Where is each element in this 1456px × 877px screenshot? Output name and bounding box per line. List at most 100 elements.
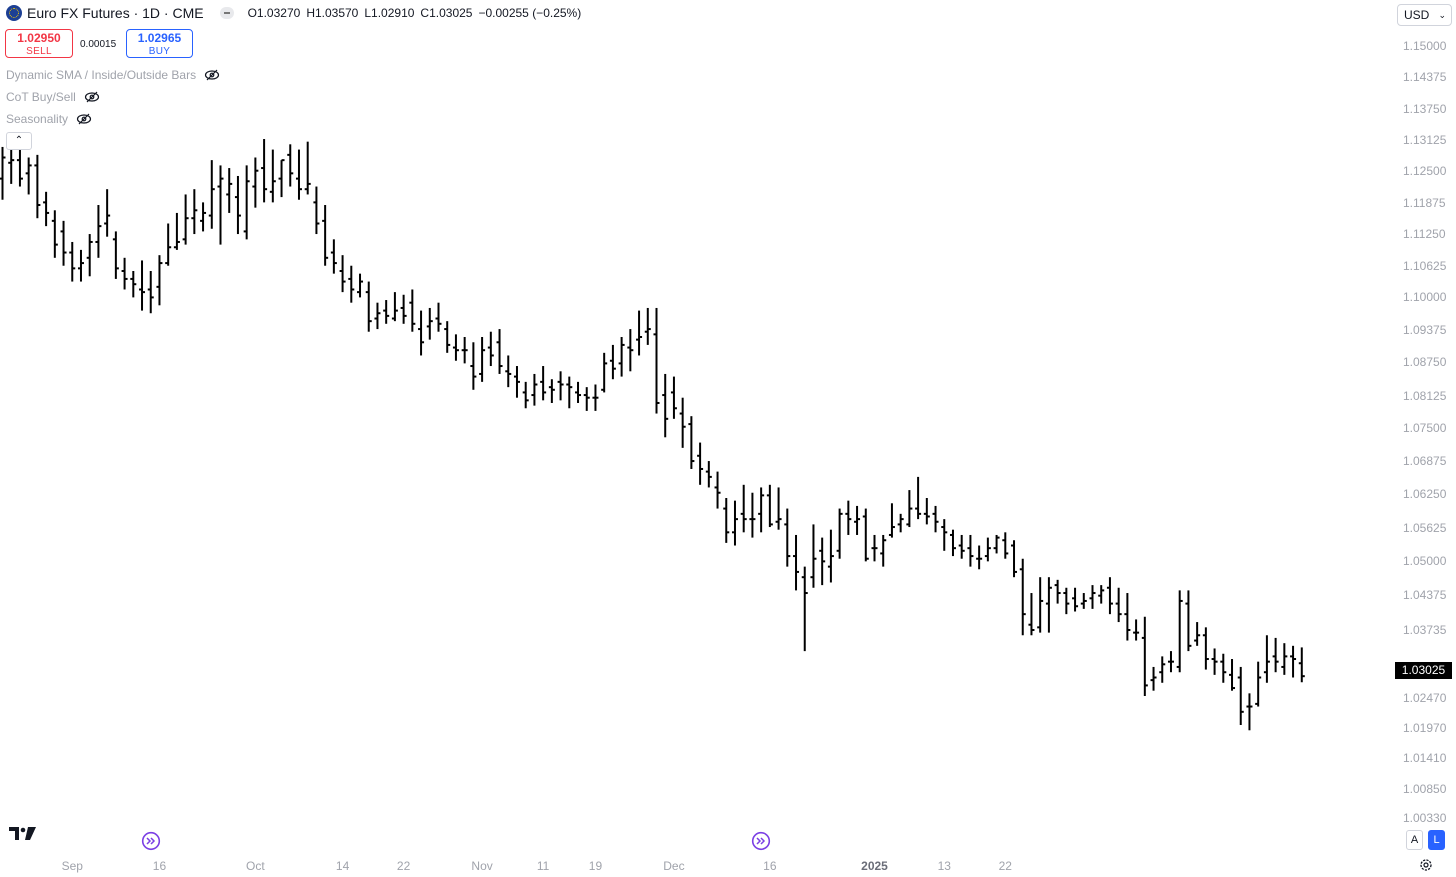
ohlc-bar [1037,577,1044,633]
indicator-legend-seasonality[interactable]: Seasonality [6,112,92,126]
ohlc-bar [16,144,23,187]
ohlc-bar [1229,659,1236,691]
auto-scale-button[interactable]: A [1406,830,1423,850]
ohlc-bar [0,146,6,200]
indicator-legend-sma[interactable]: Dynamic SMA / Inside/Outside Bars [6,68,220,82]
minimize-icon[interactable] [219,7,234,19]
ohlc-bar [165,223,172,266]
ohlc-bar [1298,647,1305,683]
ohlc-bar [418,310,425,356]
ohlc-bar [95,205,102,258]
ohlc-bar [374,302,381,330]
time-tick-label: Oct [246,859,265,873]
ohlc-bar [104,189,111,237]
ohlc-bar [130,271,137,298]
price-tick-label: 1.01970 [1403,721,1447,735]
ohlc-readout: O1.03270 H1.03570 L1.02910 C1.03025 −0.00255… [248,6,588,20]
ohlc-bar [1220,653,1227,683]
ohlc-bar [426,307,433,340]
price-tick-label: 1.06875 [1403,454,1447,468]
ohlc-bar [77,249,84,282]
ohlc-bar [435,302,442,332]
ohlc-bar [688,416,695,469]
ohlc-bar [592,384,599,411]
ohlc-bar [313,186,320,235]
eye-off-icon[interactable] [204,69,220,81]
symbol-title[interactable]: Euro FX Futures · 1D · CME [27,5,204,21]
indicator-legend-cot[interactable]: CoT Buy/Sell [6,90,100,104]
ohlc-bar [915,476,922,520]
ohlc-bar [1133,619,1140,641]
ohlc-bar [888,503,895,538]
ohlc-bar [731,500,738,546]
ohlc-bar [679,397,686,448]
price-tick-label: 1.11250 [1403,227,1446,241]
price-tick-label: 1.13750 [1403,102,1447,116]
ohlc-bar [182,194,189,245]
ohlc-bar [749,492,756,538]
indicator-label: Dynamic SMA / Inside/Outside Bars [6,68,197,82]
ohlc-bar [766,484,773,528]
ohlc-bar [243,165,250,240]
time-tick-label: 11 [536,859,550,873]
ohlc-bar [461,336,468,364]
price-tick-label: 1.00850 [1403,782,1447,796]
time-tick-label: 19 [588,859,603,873]
ohlc-bar [1281,643,1288,675]
eye-off-icon[interactable] [76,113,92,125]
ohlc-bar [226,168,233,213]
ohlc-bar [295,149,302,200]
ohlc-bar [1080,593,1087,609]
ohlc-bar [601,352,608,393]
time-tick-label: 16 [763,859,777,873]
currency-select[interactable]: USD ⌄ [1397,4,1452,26]
ohlc-bar [793,534,800,591]
ohlc-bar [234,175,241,235]
ohlc-bar [862,508,869,562]
sell-button[interactable]: 1.02950 SELL [5,29,73,58]
event-arrow-icon[interactable] [141,831,161,851]
ohlc-open: O1.03270 [247,6,301,20]
collapse-legend-button[interactable]: ⌃ [6,132,32,150]
time-tick-label: 2025 [861,859,888,873]
ohlc-bar [43,191,50,227]
buy-button[interactable]: 1.02965 BUY [126,29,193,58]
ohlc-bar [923,498,930,525]
sell-label: SELL [26,46,52,57]
gear-icon[interactable] [1419,858,1433,872]
ohlc-bar [86,234,93,277]
time-tick-label: 16 [152,859,167,873]
price-tick-label: 1.02470 [1403,691,1447,705]
ohlc-bar [1028,593,1035,636]
ohlc-bar [583,387,590,411]
ohlc-bar [1255,661,1262,707]
log-scale-button[interactable]: L [1428,830,1445,850]
ohlc-bar [69,241,76,282]
ohlc-bar [1063,587,1070,615]
ohlc-bar [941,519,948,551]
ohlc-bar [34,154,41,219]
chevron-up-icon: ⌃ [14,135,24,146]
price-tick-label: 1.05000 [1403,554,1447,568]
ohlc-bar [819,537,826,586]
ohlc-bar [1159,656,1166,683]
eye-off-icon[interactable] [84,91,100,103]
ohlc-bar [156,255,163,306]
price-tick-label: 1.12500 [1403,164,1447,178]
ohlc-bar [479,336,486,382]
tradingview-logo-icon[interactable] [8,824,38,842]
ohlc-bar [409,289,416,332]
ohlc-bar [575,381,582,403]
ohlc-bar [1002,532,1009,559]
ohlc-bar [278,159,285,198]
event-arrow-icon[interactable] [751,831,771,851]
ohlc-bar [976,545,983,570]
price-tick-label: 1.01410 [1403,751,1447,765]
ohlc-bar [322,205,329,266]
price-tick-label: 1.00330 [1403,811,1447,825]
ohlc-bar [1185,590,1192,652]
ohlc-high: H1.03570 [306,6,359,20]
ohlc-bar [60,220,67,266]
ohlc-bar [958,534,965,559]
